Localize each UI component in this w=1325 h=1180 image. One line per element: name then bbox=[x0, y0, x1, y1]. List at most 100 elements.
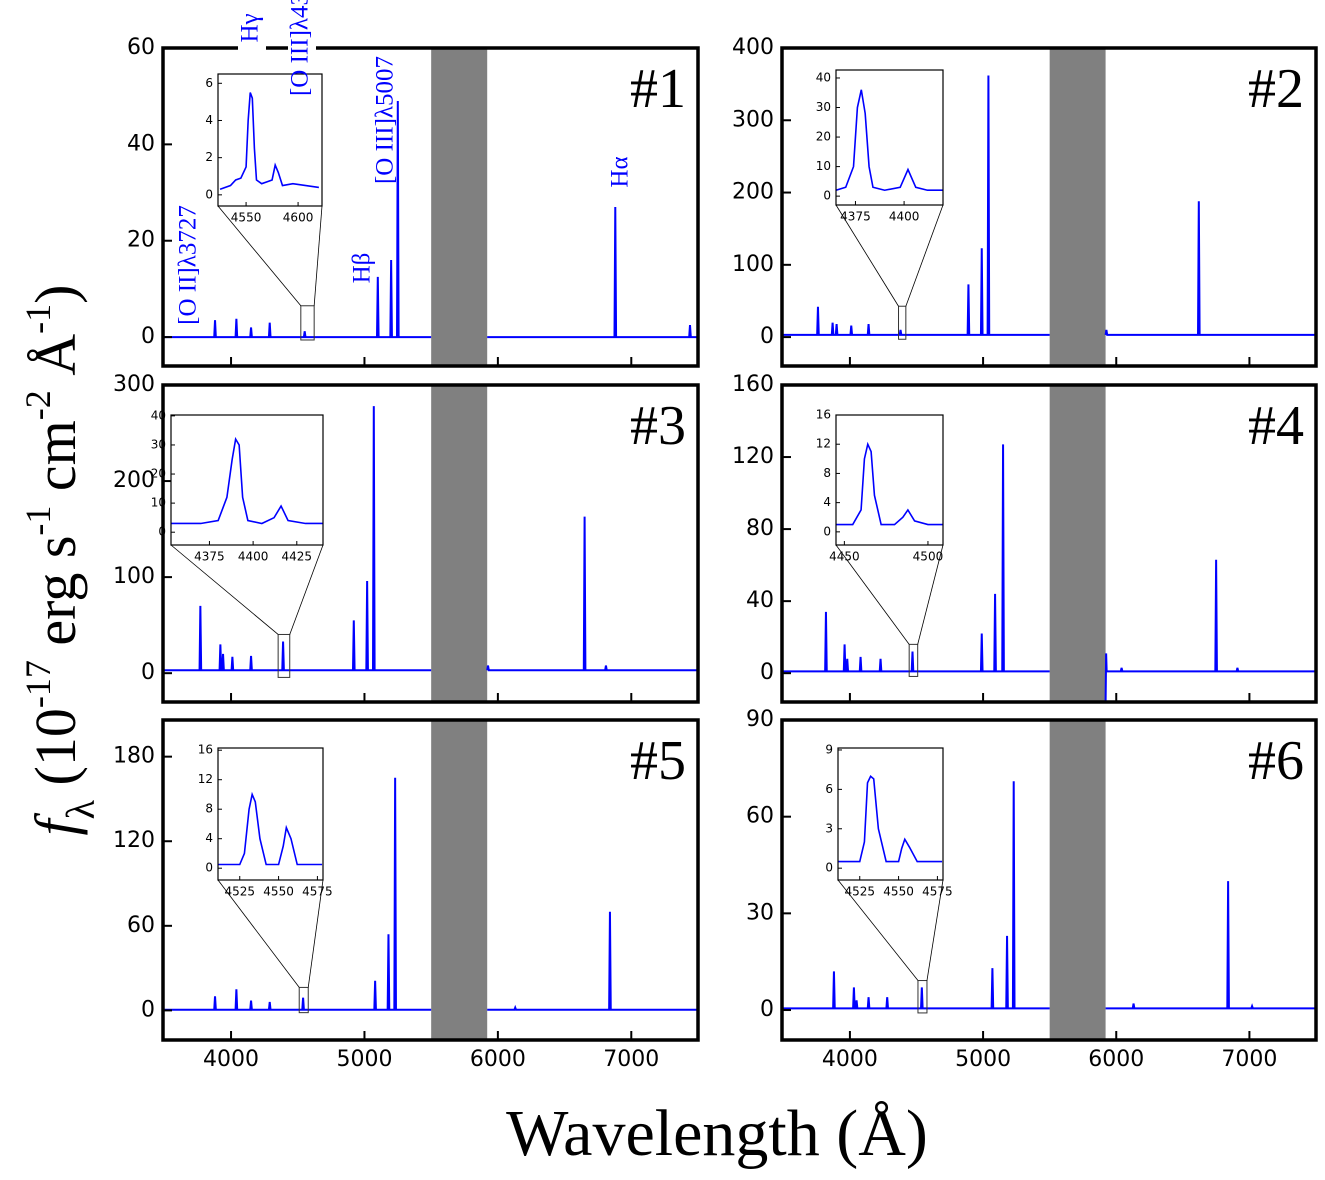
inset-frame bbox=[217, 73, 323, 207]
inset-y-tick-label: 0 bbox=[823, 524, 831, 538]
y-tick-label: 400 bbox=[732, 35, 774, 60]
y-label-part: -1 bbox=[18, 506, 58, 536]
zoom-connector bbox=[170, 544, 279, 635]
inset-x-tick-label: 4375 bbox=[840, 210, 871, 224]
line-annotation: [O III]λ4363 bbox=[287, 0, 314, 96]
y-label-part: λ bbox=[58, 799, 103, 819]
y-tick-label: 30 bbox=[746, 900, 774, 925]
inset-frame bbox=[835, 414, 944, 546]
y-label-part: ) bbox=[23, 284, 88, 303]
y-tick-label: 0 bbox=[760, 660, 774, 685]
label-background bbox=[288, 42, 316, 54]
y-tick-label: 0 bbox=[141, 997, 155, 1022]
y-tick-label: 300 bbox=[732, 107, 774, 132]
spectrum-line bbox=[163, 406, 698, 672]
x-tick-label: 7000 bbox=[603, 1047, 659, 1072]
inset-x-tick-label: 4600 bbox=[283, 211, 314, 225]
y-axis-label: fλ (10-17 erg s-1 cm-2 Å-1) bbox=[18, 284, 102, 835]
panel-label: #3 bbox=[630, 395, 686, 457]
y-label-part: -1 bbox=[18, 304, 58, 334]
masked-region bbox=[431, 385, 488, 702]
y-tick-label: 60 bbox=[746, 804, 774, 829]
panel-label: #1 bbox=[630, 58, 686, 120]
inset-y-tick-label: 16 bbox=[198, 743, 213, 757]
y-tick-label: 80 bbox=[746, 516, 774, 541]
y-tick-label: 120 bbox=[732, 444, 774, 469]
spectrum-line bbox=[782, 781, 1316, 1010]
y-tick-label: 300 bbox=[113, 372, 155, 397]
inset-y-tick-label: 8 bbox=[205, 802, 213, 816]
axes-frame bbox=[161, 383, 700, 704]
y-label-part: Å bbox=[23, 334, 88, 391]
zoom-box bbox=[277, 633, 291, 678]
inset-y-tick-label: 6 bbox=[825, 782, 833, 796]
spectrum-line bbox=[163, 100, 698, 339]
x-tick-label: 7000 bbox=[1221, 1047, 1277, 1072]
zoom-connector bbox=[217, 879, 300, 988]
y-tick-label: 60 bbox=[127, 913, 155, 938]
masked-region bbox=[1049, 385, 1106, 702]
inset-background bbox=[171, 415, 323, 545]
zoom-connector bbox=[837, 879, 919, 981]
spectrum-line bbox=[782, 75, 1316, 336]
zoom-box bbox=[898, 305, 907, 340]
inset-y-tick-label: 0 bbox=[823, 189, 831, 203]
y-tick-label: 100 bbox=[113, 564, 155, 589]
zoom-box bbox=[300, 305, 315, 341]
y-tick-label: 40 bbox=[746, 588, 774, 613]
spectrum-line bbox=[163, 777, 698, 1011]
x-tick-label: 6000 bbox=[1088, 1047, 1144, 1072]
y-tick-label: 40 bbox=[127, 131, 155, 156]
inset-y-tick-label: 12 bbox=[816, 437, 831, 451]
zoom-box bbox=[298, 986, 309, 1014]
y-tick-label: 200 bbox=[113, 468, 155, 493]
inset-x-tick-label: 4500 bbox=[913, 550, 944, 564]
axes-frame bbox=[780, 46, 1318, 368]
spectrum-line bbox=[838, 774, 943, 863]
y-tick-label: 160 bbox=[732, 372, 774, 397]
y-tick-label: 20 bbox=[127, 228, 155, 253]
zoom-connector bbox=[307, 879, 324, 988]
panel-label: #5 bbox=[630, 730, 686, 792]
spectrum-line bbox=[219, 92, 319, 191]
inset-background bbox=[218, 748, 323, 880]
y-label-part: -2 bbox=[18, 390, 58, 420]
y-tick-label: 200 bbox=[732, 180, 774, 205]
zoom-connector bbox=[926, 879, 944, 981]
zoom-box bbox=[917, 980, 928, 1014]
zoom-connector bbox=[835, 544, 910, 645]
y-tick-label: 60 bbox=[127, 35, 155, 60]
inset-y-tick-label: 40 bbox=[816, 70, 831, 84]
inset-y-tick-label: 0 bbox=[205, 187, 213, 201]
inset-background bbox=[836, 415, 943, 545]
inset-x-tick-label: 4550 bbox=[263, 885, 294, 899]
y-label-part: erg s bbox=[23, 536, 88, 661]
axes-frame bbox=[161, 718, 700, 1042]
inset-y-tick-label: 3 bbox=[825, 821, 833, 835]
line-annotation: Hβ bbox=[349, 253, 376, 284]
y-tick-label: 120 bbox=[113, 828, 155, 853]
inset-x-tick-label: 4375 bbox=[194, 550, 225, 564]
y-tick-label: 0 bbox=[141, 324, 155, 349]
inset-frame bbox=[837, 747, 944, 881]
x-tick-label: 5000 bbox=[336, 1047, 392, 1072]
axes-frame bbox=[780, 718, 1318, 1042]
inset-y-tick-label: 12 bbox=[198, 772, 213, 786]
spectrum-line bbox=[218, 791, 323, 866]
inset-frame bbox=[170, 414, 324, 546]
inset-y-tick-label: 0 bbox=[205, 861, 213, 875]
panel-label: #6 bbox=[1248, 730, 1304, 792]
inset-y-tick-label: 10 bbox=[816, 159, 831, 173]
line-annotation: Hα bbox=[607, 156, 634, 187]
inset-y-tick-label: 8 bbox=[823, 466, 831, 480]
y-label-part: -17 bbox=[18, 660, 58, 708]
axes-frame bbox=[780, 383, 1318, 704]
line-annotation: Hγ bbox=[237, 13, 264, 42]
spectrum-line bbox=[836, 89, 943, 192]
inset-x-tick-label: 4400 bbox=[889, 210, 920, 224]
inset-y-tick-label: 16 bbox=[816, 408, 831, 422]
zoom-connector bbox=[905, 204, 944, 307]
zoom-connector bbox=[313, 205, 323, 306]
x-tick-label: 6000 bbox=[470, 1047, 526, 1072]
